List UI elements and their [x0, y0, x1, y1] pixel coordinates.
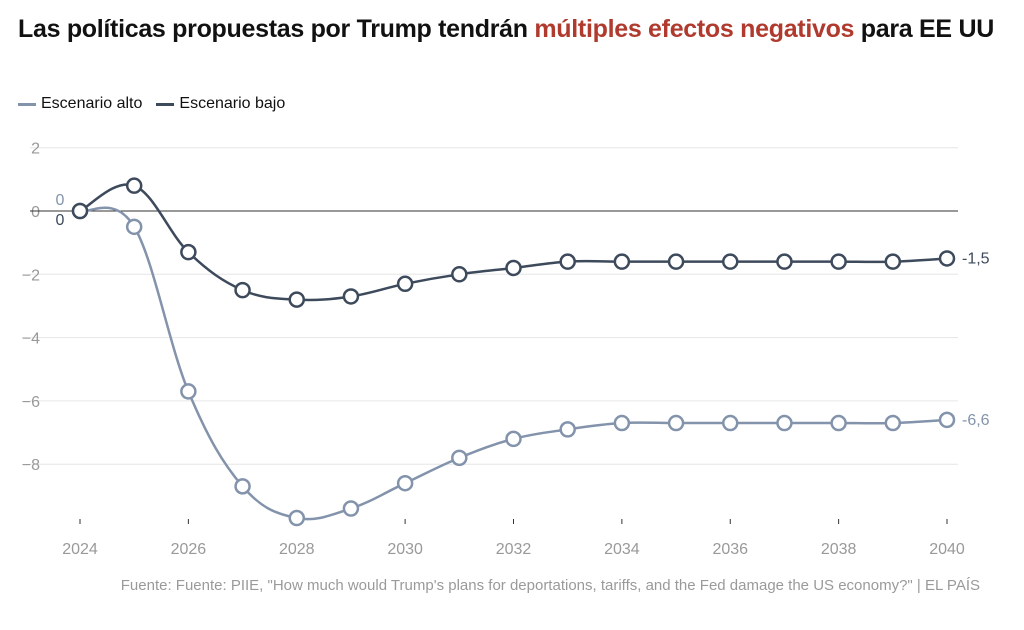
data-point-alto: [722, 414, 739, 432]
x-tick-label: 2040: [929, 541, 965, 558]
data-point-alto: [559, 421, 576, 438]
data-point-bajo: [288, 291, 305, 308]
data-point-bajo: [559, 253, 576, 270]
data-point-alto: [830, 414, 847, 432]
x-tick-label: 2038: [821, 541, 857, 558]
data-point-bajo: [396, 275, 414, 293]
data-point-alto: [776, 414, 793, 432]
data-point-bajo: [884, 253, 902, 270]
data-point-bajo: [938, 250, 956, 267]
data-point-alto: [180, 383, 197, 400]
end-label-alto: -6,6: [962, 412, 990, 429]
data-point-alto: [451, 449, 468, 467]
data-point-alto: [505, 430, 522, 448]
legend-label-bajo: Escenario bajo: [179, 95, 286, 112]
legend-item-bajo[interactable]: Escenario bajo: [156, 95, 285, 113]
y-tick-label: −8: [22, 457, 40, 474]
y-tick-label: 0: [31, 204, 40, 221]
x-tick-label: 2028: [279, 541, 315, 558]
legend-item-alto[interactable]: Escenario alto: [18, 95, 142, 113]
data-point-alto: [342, 500, 360, 517]
y-tick-label: −2: [22, 267, 40, 284]
title-highlight: múltiples efectos negativos: [534, 15, 855, 43]
end-label-bajo: -1,5: [962, 250, 990, 267]
x-tick-label: 2032: [496, 541, 532, 558]
x-tick-label: 2036: [712, 541, 748, 558]
data-point-alto: [667, 414, 685, 432]
data-point-bajo: [451, 266, 468, 283]
legend-swatch-alto: [18, 102, 36, 106]
data-point-alto: [288, 509, 305, 527]
data-point-alto: [396, 474, 414, 492]
source-note: Fuente: Fuente: PIIE, "How much would Tr…: [120, 577, 980, 594]
data-point-bajo: [613, 253, 631, 270]
data-point-bajo: [180, 243, 197, 261]
y-tick-label: 2: [31, 141, 40, 158]
data-point-bajo: [667, 253, 685, 270]
data-point-bajo: [722, 253, 739, 270]
y-tick-label: −4: [22, 331, 40, 348]
data-point-alto: [125, 218, 143, 236]
title-text-end: para EE UU: [854, 15, 994, 43]
data-point-bajo: [776, 253, 793, 270]
legend: Escenario alto Escenario bajo: [18, 95, 285, 113]
series-line-bajo: [79, 183, 948, 302]
data-point-alto: [938, 411, 956, 429]
y-tick-label: −6: [22, 394, 40, 411]
data-point-bajo: [342, 288, 360, 305]
start-label-bajo: 0: [56, 212, 65, 229]
data-point-bajo: [505, 259, 522, 277]
data-point-alto: [234, 478, 251, 495]
x-tick-label: 2024: [62, 541, 98, 558]
data-point-bajo: [125, 177, 143, 194]
title-text: Las políticas propuestas por Trump tendr…: [18, 15, 535, 43]
start-label-alto: 0: [56, 192, 65, 209]
data-point-bajo: [234, 281, 251, 299]
x-tick-label: 2026: [171, 541, 207, 558]
series-line-alto: [79, 206, 948, 521]
chart-title: Las políticas propuestas por Trump tendr…: [18, 14, 1008, 45]
data-point-alto: [613, 414, 631, 432]
legend-label-alto: Escenario alto: [41, 95, 143, 112]
data-point-bajo: [71, 202, 89, 220]
x-tick-label: 2030: [387, 541, 423, 558]
x-tick-label: 2034: [604, 541, 640, 558]
legend-swatch-bajo: [156, 102, 175, 106]
data-point-alto: [884, 414, 902, 432]
data-point-bajo: [830, 253, 847, 270]
